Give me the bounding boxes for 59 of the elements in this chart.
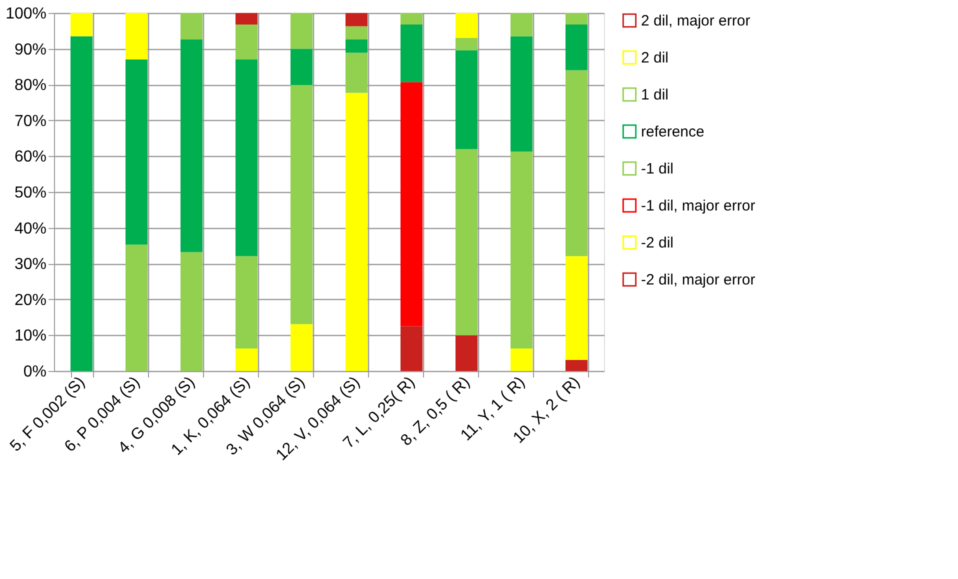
legend-label: 1 dil xyxy=(641,86,669,104)
bar xyxy=(566,70,588,256)
y-tick-label: 100% xyxy=(6,6,46,22)
bar xyxy=(126,13,148,60)
bar xyxy=(126,60,148,245)
bar xyxy=(290,13,312,49)
bar xyxy=(126,244,148,371)
bar xyxy=(400,82,422,326)
bar xyxy=(290,48,312,85)
legend-label: 2 dil, major error xyxy=(641,12,750,30)
y-tick-label: 30% xyxy=(14,256,46,274)
bar xyxy=(566,256,588,360)
bar xyxy=(180,39,202,252)
y-tick-label: 80% xyxy=(14,77,46,94)
bar xyxy=(400,326,422,371)
bar xyxy=(180,13,202,40)
legend-label: -1 dil xyxy=(641,160,674,178)
bar xyxy=(236,348,258,371)
legend-label: 2 dil xyxy=(641,50,669,66)
y-tick-label: 40% xyxy=(14,220,46,238)
bar xyxy=(456,13,478,38)
y-tick-label: 70% xyxy=(14,112,46,130)
bar xyxy=(290,84,312,324)
bar xyxy=(510,152,532,348)
y-tick-label: 50% xyxy=(14,184,46,202)
bar xyxy=(236,60,258,256)
bar xyxy=(346,26,368,40)
bar xyxy=(456,149,478,336)
bar xyxy=(346,92,368,371)
y-tick-label: 20% xyxy=(14,292,46,309)
bar xyxy=(346,52,368,93)
bar xyxy=(346,39,368,53)
bar xyxy=(566,24,588,70)
legend-label: -2 dil xyxy=(641,234,674,252)
bar xyxy=(510,348,532,371)
legend-label: -2 dil, major error xyxy=(641,272,756,288)
y-tick-label: 0% xyxy=(23,364,46,380)
bar xyxy=(70,36,92,371)
bar xyxy=(400,24,422,82)
legend-label: reference xyxy=(641,124,704,140)
bar xyxy=(456,50,478,150)
bar xyxy=(236,13,258,24)
bar xyxy=(400,13,422,24)
y-tick-label: 90% xyxy=(14,41,46,58)
bar xyxy=(510,36,532,152)
bar xyxy=(346,13,368,26)
bar xyxy=(456,335,478,371)
bar xyxy=(510,13,532,36)
legend-label: -1 dil, major error xyxy=(641,198,756,214)
bar xyxy=(180,252,202,371)
y-tick-label: 60% xyxy=(14,148,46,166)
bar xyxy=(456,38,478,50)
bar xyxy=(290,324,312,371)
bar xyxy=(566,360,588,371)
bar xyxy=(566,13,588,24)
bar xyxy=(236,256,258,348)
y-tick-label: 10% xyxy=(14,328,46,345)
bar xyxy=(236,24,258,60)
bar xyxy=(70,13,92,36)
